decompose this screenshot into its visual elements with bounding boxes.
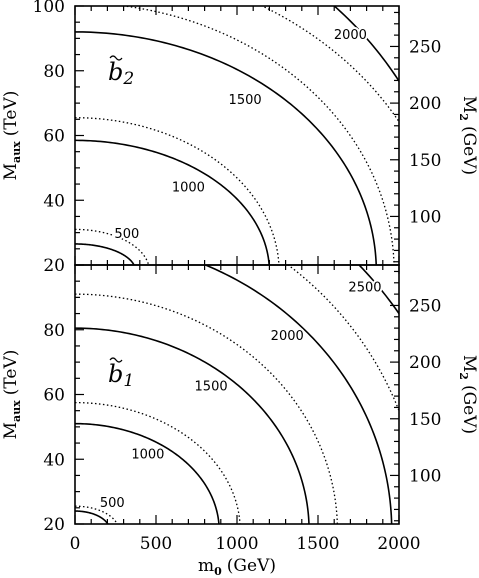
top-contour-label-1000: 1000 [172, 180, 205, 195]
top-contour-2000-solid [333, 6, 399, 83]
top-ylabel: Maux (TeV) [1, 91, 23, 181]
bottom-y2tick-label: 100 [409, 466, 441, 486]
top-y2tick-label: 150 [409, 151, 441, 171]
bottom-contour-1500-solid [75, 327, 310, 524]
bottom-xlabel-main: m [198, 556, 214, 576]
top-y2label-sub: 2 [457, 113, 470, 121]
top-ylabel-main: M [1, 163, 21, 180]
bottom-contour-label-1500: 1500 [195, 379, 228, 394]
top-ytick-label: 80 [43, 62, 65, 82]
top-contour-label-2000: 2000 [334, 28, 367, 43]
bottom-ylabel-main: M [1, 422, 21, 439]
bottom-xlabel: m0 (GeV) [198, 556, 276, 578]
top-y2label: M2 (GeV) [457, 96, 479, 175]
top-ytick-label: 100 [33, 0, 65, 17]
top-y2label-main: M [459, 96, 479, 113]
bottom-ytick-label: 40 [43, 450, 65, 470]
bottom-y2label-unit: (GeV) [459, 385, 479, 434]
top-contour-500-solid [75, 243, 135, 265]
top-y2tick-label: 250 [409, 37, 441, 57]
top-contour-label-500: 500 [114, 227, 139, 242]
bottom-frame [74, 264, 400, 525]
top-panel-label: b2 [108, 58, 134, 89]
bottom-y2label: M2 (GeV) [457, 355, 479, 434]
top-contour-1000-solid [75, 139, 270, 265]
bottom-contour-2000-dotted [287, 265, 399, 413]
bottom-contour-1500-dotted [75, 293, 338, 524]
bottom-panel-label-tilde [109, 357, 123, 363]
bottom-ytick-label: 20 [43, 515, 65, 535]
bottom-y2tick-label: 200 [409, 353, 441, 373]
top-panel-label-sub: 2 [122, 69, 134, 89]
bottom-xlabel-sub: 0 [214, 565, 222, 578]
bottom-y2tick-label: 150 [409, 410, 441, 430]
top-contour-label-1500: 1500 [229, 93, 262, 108]
bottom-contour-1000-solid [75, 422, 220, 524]
bottom-ylabel: Maux (TeV) [1, 350, 23, 440]
top-contour-1000-dotted [75, 117, 280, 265]
bottom-ylabel-sub: aux [10, 400, 23, 422]
bottom-ytick-label: 60 [43, 386, 65, 406]
bottom-contour-label-1000: 1000 [131, 447, 164, 462]
bottom-y2tick-label: 250 [409, 296, 441, 316]
top-y2tick-label: 100 [409, 207, 441, 227]
top-y2label-unit: (GeV) [459, 126, 479, 175]
bottom-xlabel-unit: (GeV) [227, 556, 276, 576]
top-ytick-label: 40 [43, 191, 65, 211]
bottom-ylabel-unit: (TeV) [1, 350, 21, 396]
top-y2tick-label: 200 [409, 94, 441, 114]
bottom-xtick-label: 2000 [377, 534, 420, 554]
bottom-contour-label-2000: 2000 [271, 329, 304, 344]
bottom-contour-label-500: 500 [100, 496, 125, 511]
bottom-xtick-label: 1000 [215, 534, 258, 554]
bottom-xtick-label: 0 [70, 534, 81, 554]
bottom-contour-label-2500: 2500 [348, 281, 381, 296]
bottom-contour-1000-dotted [75, 401, 241, 524]
bottom-y2label-main: M [459, 355, 479, 372]
bottom-panel-label: b1 [108, 360, 134, 391]
bottom-xtick-label: 500 [140, 534, 172, 554]
bottom-y2label-sub: 2 [457, 372, 470, 380]
bottom-contour-500-dotted [75, 505, 118, 524]
top-ylabel-unit: (TeV) [1, 91, 21, 137]
bottom-panel-label-sub: 1 [123, 371, 134, 391]
bottom-xtick-label: 1500 [296, 534, 339, 554]
bottom-ytick-label: 80 [43, 321, 65, 341]
bottom-curves [75, 265, 399, 524]
top-ylabel-sub: aux [10, 141, 23, 163]
top-panel: 500 1000 1500 2000 20 40 60 80 100 100 150 200 250 Ma… [1, 0, 479, 276]
top-ytick-label: 20 [43, 256, 65, 276]
bottom-contour-2000-solid [203, 265, 393, 524]
top-panel-label-tilde [109, 55, 123, 61]
bottom-panel-label-letter: b [108, 360, 123, 388]
top-panel-label-letter: b [108, 58, 123, 86]
top-contour-1500-solid [75, 31, 378, 265]
top-ytick-label: 60 [43, 127, 65, 147]
bottom-contour-500-solid [75, 510, 109, 524]
